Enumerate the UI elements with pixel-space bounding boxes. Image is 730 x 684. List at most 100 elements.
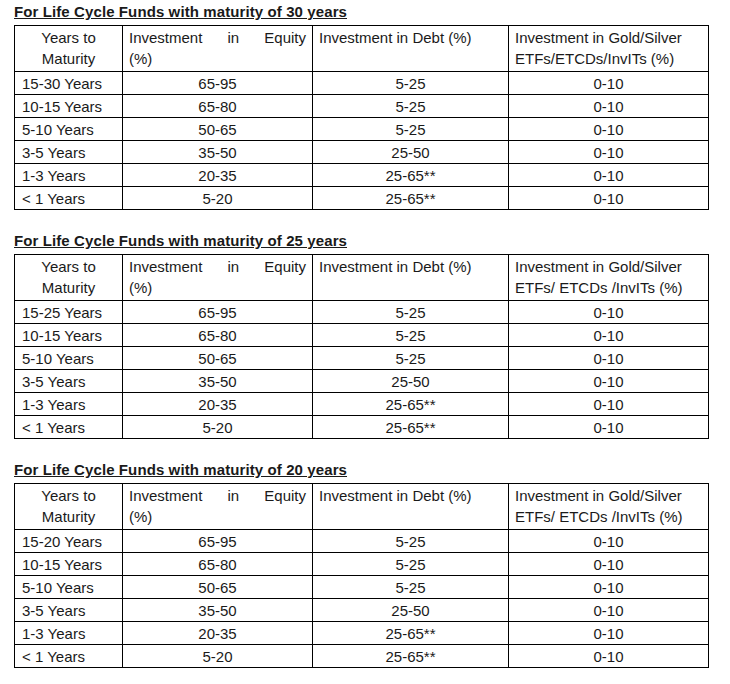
table-row: < 1 Years5-2025-65**0-10 <box>15 645 709 668</box>
table-cell: 0-10 <box>509 347 709 370</box>
header-row: Years toMaturityInvestment in Equity(%)I… <box>15 484 709 530</box>
table-cell: 0-10 <box>509 599 709 622</box>
table-cell: 5-25 <box>313 118 509 141</box>
table-cell: 5-20 <box>123 416 313 439</box>
table-cell: 0-10 <box>509 553 709 576</box>
table-cell: 5-25 <box>313 530 509 553</box>
table-body: 15-25 Years65-955-250-1010-15 Years65-80… <box>15 301 709 439</box>
table-cell: 5-25 <box>313 576 509 599</box>
table-cell: 0-10 <box>509 187 709 210</box>
column-header: Investment in Gold/SilverETFs/ETCDs/InvI… <box>509 26 709 72</box>
table-cell: 25-65** <box>313 187 509 210</box>
table-cell: 25-65** <box>313 645 509 668</box>
table-cell: 3-5 Years <box>15 141 123 164</box>
column-header: Investment in Debt (%) <box>313 255 509 301</box>
table-cell: 10-15 Years <box>15 95 123 118</box>
table-cell: 5-25 <box>313 95 509 118</box>
allocation-table-30yr: Years toMaturityInvestment in Equity(%)I… <box>14 25 709 210</box>
table-cell: 65-80 <box>123 324 313 347</box>
table-cell: 5-10 Years <box>15 118 123 141</box>
table-cell: 1-3 Years <box>15 393 123 416</box>
document-page: For Life Cycle Funds with maturity of 30… <box>0 0 730 684</box>
table-cell: 5-25 <box>313 324 509 347</box>
table-row: 15-25 Years65-955-250-10 <box>15 301 709 324</box>
table-cell: 25-50 <box>313 141 509 164</box>
table-cell: < 1 Years <box>15 645 123 668</box>
table-row: 10-15 Years65-805-250-10 <box>15 95 709 118</box>
table-cell: 25-65** <box>313 416 509 439</box>
table-cell: 15-20 Years <box>15 530 123 553</box>
column-header: Investment in Equity(%) <box>123 255 313 301</box>
table-cell: 50-65 <box>123 576 313 599</box>
column-header: Years toMaturity <box>15 255 123 301</box>
table-cell: 65-95 <box>123 530 313 553</box>
table-row: 1-3 Years20-3525-65**0-10 <box>15 393 709 416</box>
table-cell: 20-35 <box>123 164 313 187</box>
table-cell: 0-10 <box>509 370 709 393</box>
table-row: 1-3 Years20-3525-65**0-10 <box>15 164 709 187</box>
section-heading: For Life Cycle Funds with maturity of 20… <box>14 461 722 479</box>
table-cell: 0-10 <box>509 95 709 118</box>
table-cell: 3-5 Years <box>15 370 123 393</box>
header-row: Years toMaturityInvestment in Equity(%)I… <box>15 26 709 72</box>
table-cell: 20-35 <box>123 622 313 645</box>
table-cell: 0-10 <box>509 530 709 553</box>
table-row: 3-5 Years35-5025-500-10 <box>15 370 709 393</box>
lifecycle-section-25yr: For Life Cycle Funds with maturity of 25… <box>14 232 722 439</box>
table-cell: 0-10 <box>509 416 709 439</box>
table-cell: 35-50 <box>123 141 313 164</box>
lifecycle-section-30yr: For Life Cycle Funds with maturity of 30… <box>14 3 722 210</box>
table-cell: 25-65** <box>313 164 509 187</box>
table-cell: 0-10 <box>509 576 709 599</box>
table-cell: 5-25 <box>313 553 509 576</box>
column-header: Years toMaturity <box>15 26 123 72</box>
table-row: 10-15 Years65-805-250-10 <box>15 324 709 347</box>
header-row: Years toMaturityInvestment in Equity(%)I… <box>15 255 709 301</box>
table-cell: 25-50 <box>313 370 509 393</box>
table-cell: 0-10 <box>509 164 709 187</box>
table-row: < 1 Years5-2025-65**0-10 <box>15 416 709 439</box>
table-cell: 0-10 <box>509 324 709 347</box>
table-row: 1-3 Years20-3525-65**0-10 <box>15 622 709 645</box>
table-row: 3-5 Years35-5025-500-10 <box>15 141 709 164</box>
table-cell: 35-50 <box>123 599 313 622</box>
section-heading: For Life Cycle Funds with maturity of 25… <box>14 232 722 250</box>
table-cell: 20-35 <box>123 393 313 416</box>
table-cell: 5-20 <box>123 645 313 668</box>
table-row: 5-10 Years50-655-250-10 <box>15 576 709 599</box>
table-cell: 65-95 <box>123 72 313 95</box>
section-heading: For Life Cycle Funds with maturity of 30… <box>14 3 722 21</box>
table-cell: 10-15 Years <box>15 324 123 347</box>
column-header: Investment in Debt (%) <box>313 26 509 72</box>
table-cell: 10-15 Years <box>15 553 123 576</box>
table-cell: 35-50 <box>123 370 313 393</box>
column-header: Investment in Equity(%) <box>123 26 313 72</box>
table-cell: 65-95 <box>123 301 313 324</box>
table-cell: 50-65 <box>123 118 313 141</box>
table-cell: 50-65 <box>123 347 313 370</box>
table-cell: 1-3 Years <box>15 622 123 645</box>
table-cell: 25-50 <box>313 599 509 622</box>
table-cell: 0-10 <box>509 393 709 416</box>
table-cell: 15-25 Years <box>15 301 123 324</box>
table-row: 3-5 Years35-5025-500-10 <box>15 599 709 622</box>
table-cell: 0-10 <box>509 141 709 164</box>
table-cell: 1-3 Years <box>15 164 123 187</box>
table-cell: 5-10 Years <box>15 347 123 370</box>
table-cell: 0-10 <box>509 72 709 95</box>
table-cell: 5-10 Years <box>15 576 123 599</box>
allocation-table-25yr: Years toMaturityInvestment in Equity(%)I… <box>14 254 709 439</box>
table-cell: 65-80 <box>123 95 313 118</box>
table-cell: 25-65** <box>313 622 509 645</box>
table-body: 15-30 Years65-955-250-1010-15 Years65-80… <box>15 72 709 210</box>
column-header: Years toMaturity <box>15 484 123 530</box>
table-row: 5-10 Years50-655-250-10 <box>15 347 709 370</box>
table-cell: 5-25 <box>313 301 509 324</box>
table-cell: 5-20 <box>123 187 313 210</box>
column-header: Investment in Gold/SilverETFs/ ETCDs /In… <box>509 484 709 530</box>
table-cell: 0-10 <box>509 645 709 668</box>
table-row: 10-15 Years65-805-250-10 <box>15 553 709 576</box>
table-row: 15-30 Years65-955-250-10 <box>15 72 709 95</box>
table-cell: 5-25 <box>313 72 509 95</box>
column-header: Investment in Debt (%) <box>313 484 509 530</box>
